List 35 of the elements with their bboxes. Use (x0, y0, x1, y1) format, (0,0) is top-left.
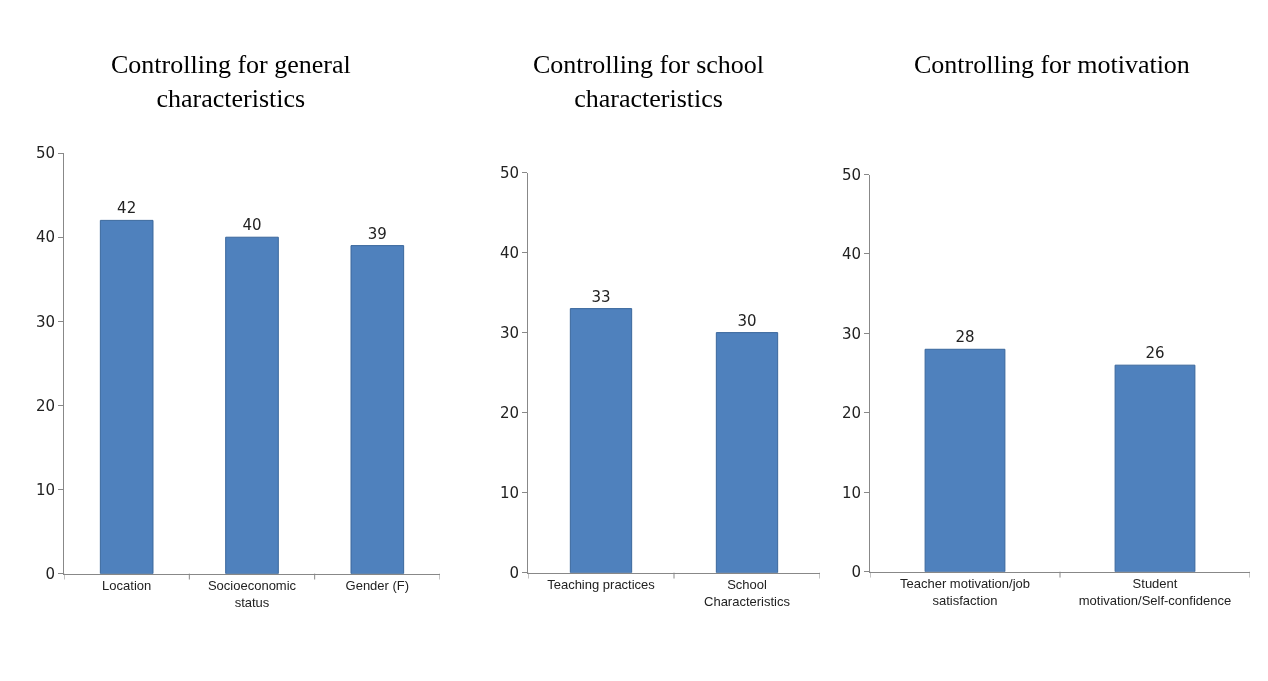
data-label: 42 (117, 199, 137, 218)
x-tick-label: Teaching practices (547, 577, 656, 593)
y-tick-label: 40 (841, 245, 861, 264)
data-label: 26 (1145, 344, 1165, 363)
x-tick-label: Student motivation/Self-confidence (1078, 576, 1232, 609)
y-tick-label: 20 (499, 403, 519, 422)
data-label: 28 (955, 328, 975, 347)
x-tick-label: Gender (F) (345, 578, 410, 594)
x-tick-label: Teacher motivation/job satisfaction (899, 576, 1031, 609)
y-tick-label: 50 (35, 144, 55, 163)
data-label: 30 (737, 311, 757, 330)
y-tick-label: 0 (45, 564, 55, 583)
chart-title: Controlling for general characteristics (111, 50, 351, 113)
y-tick-label: 20 (35, 396, 55, 415)
chart-title: Controlling for school characteristics (533, 50, 765, 113)
y-tick-label: 10 (35, 480, 55, 499)
y-tick-label: 50 (499, 163, 519, 182)
y-tick-label: 30 (35, 312, 55, 331)
y-tick-label: 30 (841, 324, 861, 343)
x-tick-label: School Characteristics (704, 577, 791, 610)
x-tick-label: Location (102, 578, 152, 594)
y-tick-label: 10 (499, 483, 519, 502)
x-tick-label: Socioeconomic status (207, 578, 297, 611)
data-label: 39 (367, 224, 387, 243)
y-tick-label: 50 (841, 165, 861, 184)
data-label: 40 (242, 216, 262, 235)
y-tick-label: 30 (499, 323, 519, 342)
y-tick-label: 20 (841, 404, 861, 423)
chart-title: Controlling for motivation (914, 50, 1190, 79)
y-tick-label: 40 (35, 228, 55, 247)
data-label: 33 (591, 287, 611, 306)
y-tick-label: 40 (499, 243, 519, 262)
y-tick-label: 0 (851, 562, 861, 581)
y-tick-label: 0 (509, 563, 519, 582)
y-tick-label: 10 (841, 483, 861, 502)
